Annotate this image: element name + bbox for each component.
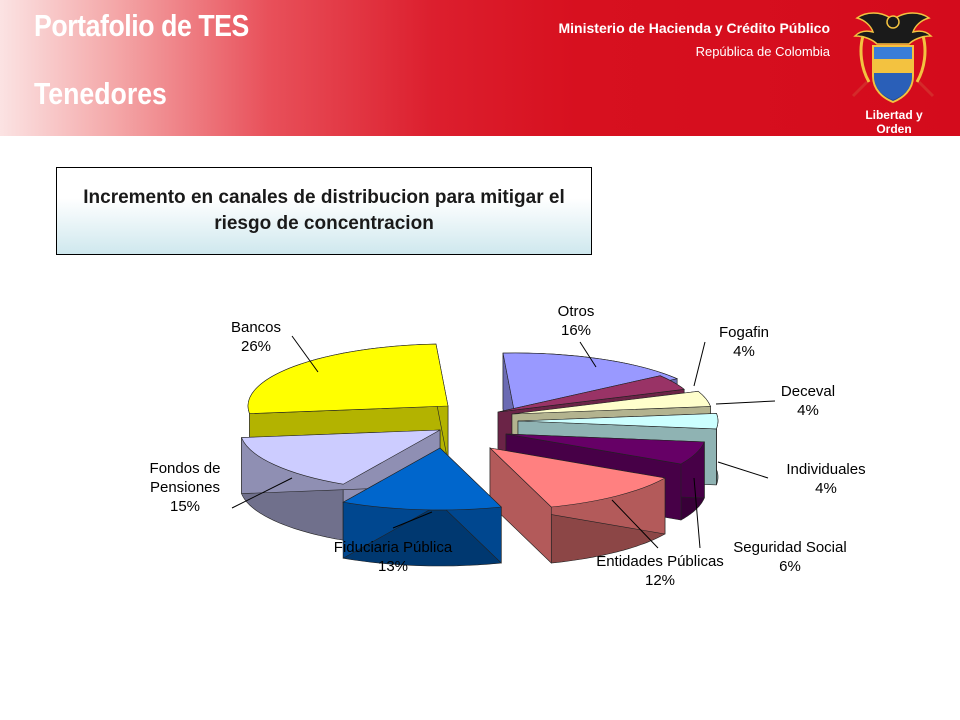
country-name: República de Colombia <box>695 44 830 59</box>
ministry-name: Ministerio de Hacienda y Crédito Público <box>558 20 831 36</box>
pie-slice-entidades-publicas <box>489 447 666 564</box>
pie-labels: Otros 16% Fogafin 4% Deceval 4% Individuales 4%… <box>150 303 866 589</box>
leader-line-otros <box>579 341 597 368</box>
leader-line-individuales <box>717 461 769 479</box>
leader-line-deceval <box>715 400 776 405</box>
leader-line-fogafin <box>693 341 706 387</box>
slice-top <box>241 429 441 485</box>
slice-top <box>511 390 711 415</box>
slice-top <box>497 375 685 413</box>
leader-line-entidades-publicas <box>611 499 659 549</box>
slice-top <box>502 352 679 416</box>
leader-line-seguridad-social <box>693 477 701 549</box>
subtitle-banner: Incremento en canales de distribucion pa… <box>56 167 592 255</box>
slice-label-bancos: Bancos 26% <box>231 319 281 355</box>
slice-top <box>505 433 705 465</box>
leader-line-fiduciaria-publica <box>392 511 433 529</box>
leader-line-fondos-de-pensiones <box>231 477 293 509</box>
pie-slices <box>241 343 719 567</box>
page-subtitle: Tenedores <box>34 76 167 111</box>
coat-of-arms-logo <box>851 12 935 104</box>
slice-top <box>247 343 449 414</box>
page-title: Portafolio de TES <box>34 8 249 43</box>
banner-text: Incremento en canales de distribucion pa… <box>83 187 565 234</box>
slice-label-otros: Otros 16% <box>558 303 595 339</box>
slice-label-fiduciaria-publica: Fiduciaria Pública 13% <box>334 539 453 575</box>
motto-text: Libertad y Orden <box>865 108 923 136</box>
slice-label-entidades-publicas: Entidades Públicas 12% <box>596 553 724 589</box>
leader-line-bancos <box>291 335 319 373</box>
slice-label-fogafin: Fogafin 4% <box>719 324 769 360</box>
header-bar: Portafolio de TES Tenedores Ministerio d… <box>0 0 960 136</box>
slice-top <box>342 447 502 511</box>
slice-label-fondos-de-pensiones: Fondos de Pensiones 15% <box>150 460 221 515</box>
pie-slice-fiduciaria-publica <box>342 447 502 567</box>
slice-label-deceval: Deceval 4% <box>781 383 835 419</box>
slice-top <box>489 447 666 508</box>
slice-label-individuales: Individuales 4% <box>786 461 865 497</box>
slice-top <box>517 413 719 430</box>
slice-label-seguridad-social: Seguridad Social 6% <box>733 539 846 575</box>
